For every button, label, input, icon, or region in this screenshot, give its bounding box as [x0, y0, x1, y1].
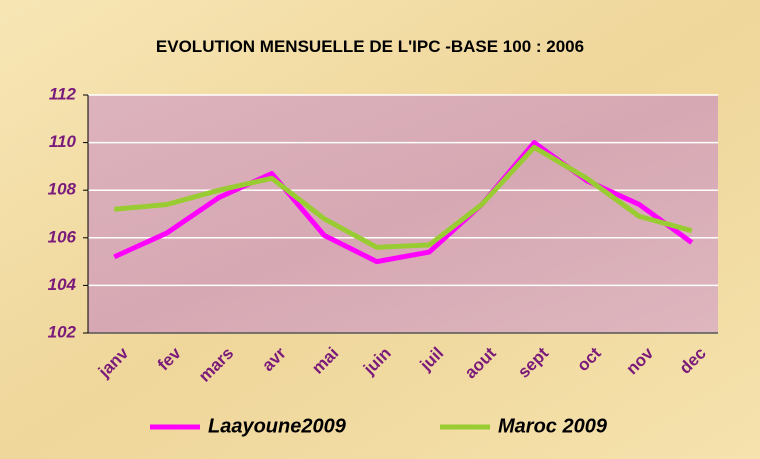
legend-label: Laayoune2009: [208, 415, 347, 437]
y-tick-label: 108: [48, 180, 77, 199]
y-tick-label: 102: [48, 322, 77, 341]
y-tick-label: 104: [48, 275, 77, 294]
legend-label: Maroc 2009: [498, 415, 608, 437]
y-tick-label: 110: [49, 132, 77, 151]
chart-title: EVOLUTION MENSUELLE DE L'IPC -BASE 100 :…: [155, 37, 585, 56]
plot-area: [88, 95, 718, 333]
y-tick-label: 112: [49, 84, 77, 103]
series-line: [114, 144, 693, 250]
y-tick-label: 106: [48, 227, 77, 246]
